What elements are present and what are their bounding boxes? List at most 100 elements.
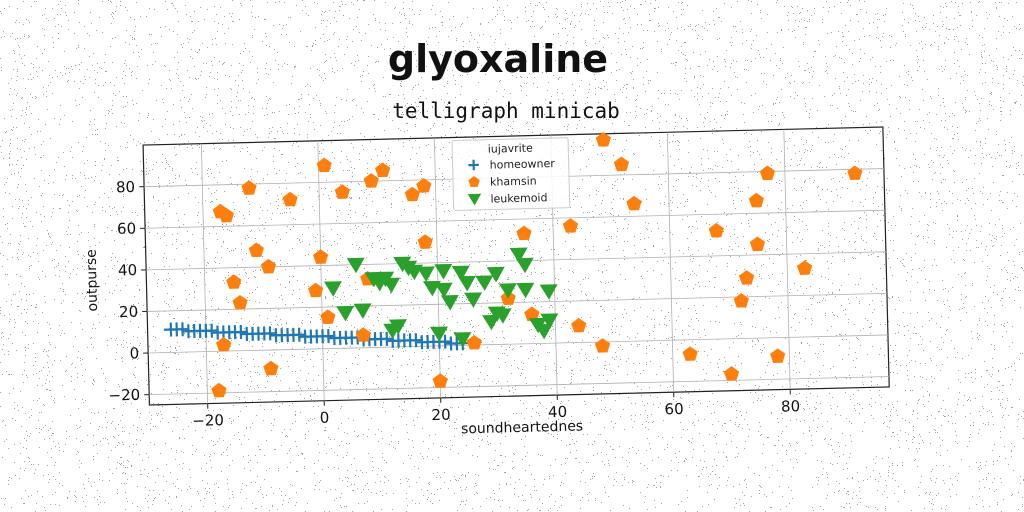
series-marks	[163, 132, 863, 398]
leukemoid-point	[323, 281, 342, 297]
legend-title: iujavrite	[488, 142, 534, 156]
khamsin-point	[416, 178, 432, 193]
tick-labels: −20 0 20 40 60 80 −20 0 20 40 60 80	[108, 178, 801, 430]
khamsin-point	[226, 274, 242, 289]
khamsin-point	[260, 258, 277, 274]
khamsin-point	[404, 186, 420, 202]
y-gridline	[149, 376, 889, 396]
leukemoid-point	[464, 292, 483, 308]
legend-items: homeowner khamsin leukemoid	[467, 157, 556, 206]
leukemoid-point	[434, 282, 453, 299]
khamsin-point	[334, 184, 350, 199]
leukemoid-point	[475, 275, 494, 291]
leukemoid-point	[493, 308, 512, 324]
leukemoid-point	[539, 284, 558, 300]
y-tick-label: −20	[108, 386, 140, 405]
khamsin-point	[466, 334, 482, 350]
x-tick-label: 20	[431, 406, 451, 424]
x-axis-label: soundheartednes	[461, 418, 583, 437]
legend-marker-homeowner	[468, 159, 479, 171]
khamsin-point	[562, 218, 579, 233]
khamsin-point	[748, 192, 764, 208]
x-gridline	[200, 143, 209, 404]
khamsin-point	[516, 225, 532, 241]
leukemoid-point	[498, 283, 517, 299]
khamsin-point	[320, 309, 336, 325]
plot-frame	[142, 126, 890, 406]
x-tick-label: 60	[664, 400, 684, 418]
leukemoid-point	[416, 266, 435, 282]
leukemoid-point	[434, 263, 453, 280]
leukemoid-point	[486, 266, 505, 283]
chart-title: glyoxaline	[388, 37, 608, 81]
legend-box	[451, 137, 571, 211]
khamsin-point	[797, 260, 813, 275]
homeowner-point	[292, 327, 307, 342]
homeowner-point	[438, 334, 453, 349]
homeowner-point	[408, 333, 423, 348]
legend-marker-leukemoid	[467, 193, 482, 206]
x-tick-label: 40	[548, 403, 568, 421]
khamsin-point	[232, 294, 248, 310]
khamsin-point	[770, 348, 786, 363]
y-axis-label: outpurse	[84, 249, 102, 312]
khamsin-point	[733, 293, 749, 308]
y-tick-label: 0	[129, 344, 139, 362]
legend-label-khamsin: khamsin	[490, 174, 537, 188]
khamsin-point	[749, 236, 766, 252]
leukemoid-point	[540, 313, 559, 329]
homeowner-point	[175, 322, 190, 337]
leukemoid-point	[516, 282, 535, 299]
leukemoid-point	[336, 305, 355, 322]
khamsin-point	[363, 173, 379, 188]
khamsin-point	[218, 207, 234, 223]
khamsin-point	[313, 249, 329, 264]
leukemoid-point	[388, 319, 407, 335]
y-tick-label: 20	[119, 303, 139, 321]
khamsin-point	[626, 195, 642, 211]
leukemoid-point	[353, 303, 372, 319]
khamsin-point	[316, 157, 332, 173]
y-tick-label: 40	[118, 261, 138, 279]
khamsin-point	[708, 222, 724, 238]
khamsin-point	[263, 360, 279, 376]
khamsin-point	[308, 282, 324, 298]
x-gridline	[317, 140, 325, 401]
khamsin-point	[216, 336, 232, 352]
legend-marker-khamsin	[468, 176, 480, 187]
leukemoid-point	[440, 294, 459, 311]
khamsin-point	[355, 327, 371, 342]
x-tick-label: −20	[192, 411, 224, 430]
legend-label-homeowner: homeowner	[490, 157, 556, 172]
chart-subtitle: telligraph minicab	[392, 99, 620, 123]
leukemoid-point	[509, 247, 528, 264]
khamsin-point	[248, 242, 264, 258]
x-tick-label: 0	[320, 409, 330, 427]
leukemoid-point	[346, 257, 365, 274]
y-gridline	[148, 334, 888, 354]
khamsin-point	[595, 132, 611, 147]
khamsin-point	[282, 191, 298, 207]
khamsin-point	[613, 156, 630, 172]
khamsin-point	[417, 234, 433, 249]
khamsin-point	[571, 317, 587, 333]
khamsin-point	[738, 270, 755, 285]
khamsin-point	[847, 165, 863, 181]
khamsin-point	[211, 382, 227, 398]
y-gridline	[145, 209, 885, 229]
leukemoid-point	[453, 332, 472, 348]
homeowner-point	[204, 323, 219, 338]
series-khamsin	[211, 132, 863, 398]
x-gridline	[783, 129, 791, 390]
leukemoid-point	[534, 323, 553, 340]
series-leukemoid	[323, 247, 559, 348]
y-gridline	[147, 292, 887, 312]
legend: iujavrite homeowner khamsin leukemoid	[451, 137, 571, 211]
x-tick-label: 80	[781, 397, 801, 415]
leukemoid-point	[451, 265, 470, 282]
leukemoid-point	[457, 275, 476, 292]
khamsin-point	[375, 162, 391, 178]
